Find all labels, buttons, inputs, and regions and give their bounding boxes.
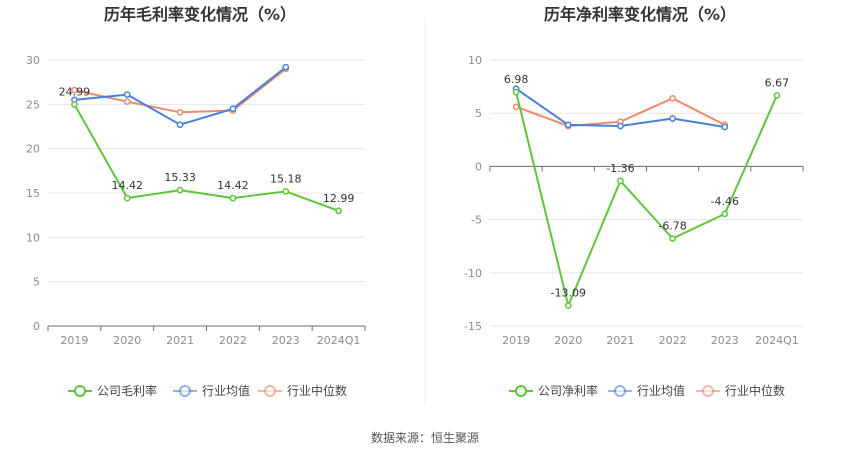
series-line-median (74, 68, 287, 114)
data-point-company (564, 302, 572, 310)
legend-label: 行业中位数 (725, 383, 785, 398)
legend-label: 行业均值 (637, 383, 685, 398)
data-label: 6.67 (765, 76, 790, 89)
data-point-avg (123, 91, 131, 98)
y-tick-label: -10 (464, 267, 482, 280)
x-tick-label: 2023 (272, 334, 300, 347)
data-point-company (617, 177, 624, 185)
data-point-company (773, 92, 781, 99)
series-line-company (73, 103, 339, 212)
data-label: -6.78 (658, 220, 686, 233)
y-tick-label: 5 (33, 276, 40, 289)
data-point-company (335, 207, 342, 215)
series-line-avg (74, 66, 287, 126)
y-tick-label: 30 (26, 54, 40, 67)
y-tick-label: 15 (26, 187, 40, 200)
legend-marker-median (264, 385, 276, 397)
y-tick-label: 25 (26, 98, 40, 111)
data-label: -1.36 (606, 162, 634, 175)
x-tick-label: 2022 (219, 334, 247, 347)
data-point-avg (669, 115, 676, 122)
legend-marker-median (702, 385, 714, 397)
data-point-avg (229, 105, 237, 113)
data-point-avg (282, 63, 290, 71)
data-point-median (71, 86, 78, 94)
data-label: 24.99 (59, 85, 91, 98)
data-point-company (282, 188, 290, 195)
data-point-avg (564, 121, 572, 129)
legend-label: 公司毛利率 (97, 383, 157, 398)
y-tick-label: 10 (26, 231, 40, 244)
x-tick-label: 2020 (554, 334, 582, 347)
data-label: 15.33 (164, 171, 196, 184)
series-line-company (515, 91, 778, 309)
legend-marker-company (515, 385, 527, 397)
data-point-median (123, 98, 131, 106)
gross-margin-chart: 历年毛利率变化情况（%） 0 5 10 15 20 25 30 2019 2020 2021 2022… (26, 5, 366, 398)
y-tick-label: 20 (26, 143, 40, 156)
data-label: 14.42 (217, 179, 249, 192)
x-tick-label: 2024Q1 (755, 334, 799, 347)
data-point-median (669, 94, 676, 102)
x-tick-label: 2019 (502, 334, 530, 347)
y-tick-label: -15 (464, 320, 482, 333)
data-label: 6.98 (504, 73, 529, 86)
net-margin-chart: 历年净利率变化情况（%） -15 -10 -5 0 5 10 2019 2020 2021 2022… (464, 5, 804, 398)
data-point-company (71, 101, 78, 108)
data-point-avg (721, 123, 729, 131)
legend-marker-company (74, 385, 86, 397)
data-point-median (176, 108, 184, 116)
data-point-company (176, 186, 184, 194)
legend-label: 行业中位数 (287, 383, 347, 398)
data-point-median (512, 103, 520, 111)
x-tick-label: 2023 (711, 334, 739, 347)
y-tick-label: 0 (475, 160, 482, 173)
legend-marker-avg (614, 385, 626, 397)
data-point-company (512, 88, 520, 96)
legend-marker-avg (179, 385, 191, 397)
chart-title: 历年毛利率变化情况（%） (104, 5, 296, 24)
x-tick-label: 2020 (113, 334, 141, 347)
data-label: 15.18 (270, 172, 302, 185)
y-tick-label: 0 (33, 320, 40, 333)
data-point-avg (176, 121, 184, 129)
data-point-avg (617, 122, 624, 130)
source-note: 数据来源：恒生聚源 (371, 430, 479, 445)
y-tick-label: 10 (468, 54, 482, 67)
x-tick-label: 2021 (166, 334, 194, 347)
x-tick-label: 2021 (606, 334, 634, 347)
data-label: -13.09 (551, 287, 586, 300)
data-label: 14.42 (112, 179, 144, 192)
data-point-company (229, 194, 237, 202)
data-point-company (721, 210, 729, 218)
legend-label: 公司净利率 (538, 383, 598, 398)
data-label: 12.99 (323, 192, 355, 205)
x-tick-label: 2024Q1 (317, 334, 361, 347)
x-tick-label: 2019 (60, 334, 88, 347)
chart-title: 历年净利率变化情况（%） (544, 5, 736, 24)
x-tick-label: 2022 (659, 334, 687, 347)
legend-label: 行业均值 (202, 383, 250, 398)
y-tick-label: 5 (475, 107, 482, 120)
data-point-company (669, 235, 676, 242)
data-point-company (123, 194, 131, 202)
y-tick-label: -5 (471, 214, 482, 227)
data-label: -4.46 (711, 195, 739, 208)
